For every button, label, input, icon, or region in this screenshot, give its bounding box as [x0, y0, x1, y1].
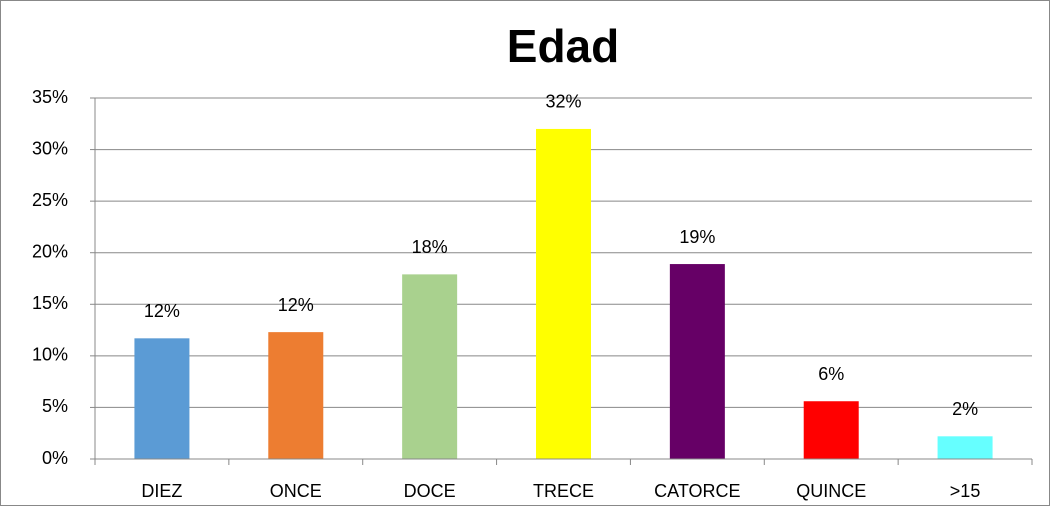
- value-label: 12%: [278, 295, 314, 315]
- bar: [536, 128, 591, 459]
- bar: [402, 274, 458, 459]
- value-label: 18%: [412, 237, 448, 257]
- x-tick-label: DOCE: [404, 481, 456, 501]
- value-label: 19%: [679, 227, 715, 247]
- x-tick-label: DIEZ: [141, 481, 182, 501]
- x-tick-label: TRECE: [533, 481, 594, 501]
- bar: [669, 264, 725, 459]
- y-tick-label: 0%: [42, 448, 68, 468]
- y-tick-label: 10%: [32, 345, 68, 365]
- chart-title: Edad: [507, 20, 619, 72]
- x-tick-label: ONCE: [270, 481, 322, 501]
- y-tick-label: 20%: [32, 241, 68, 261]
- y-tick-label: 25%: [32, 190, 68, 210]
- y-tick-label: 35%: [32, 87, 68, 107]
- value-label: 6%: [818, 364, 844, 384]
- x-tick-label: >15: [950, 481, 981, 501]
- y-tick-label: 5%: [42, 396, 68, 416]
- y-tick-label: 15%: [32, 293, 68, 313]
- bar: [134, 338, 190, 459]
- value-label: 32%: [545, 92, 581, 112]
- bar: [803, 401, 859, 459]
- value-label: 12%: [144, 301, 180, 321]
- x-tick-label: QUINCE: [796, 481, 866, 501]
- bar: [268, 332, 324, 459]
- bar: [937, 436, 993, 459]
- x-tick-label: CATORCE: [654, 481, 740, 501]
- value-label: 2%: [952, 399, 978, 419]
- y-tick-label: 30%: [32, 138, 68, 158]
